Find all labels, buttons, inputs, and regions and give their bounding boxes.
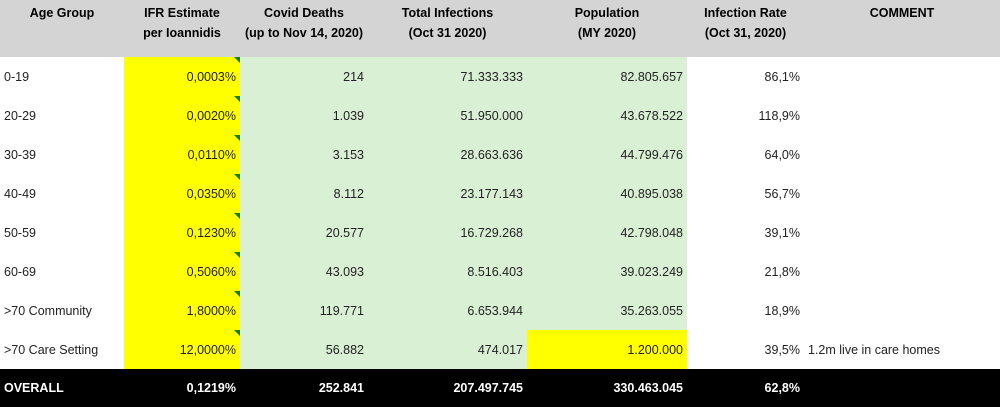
- deaths-cell[interactable]: 119.771: [240, 291, 368, 330]
- age-cell[interactable]: >70 Care Setting: [0, 330, 124, 369]
- table-row: 50-59 0,1230% 20.577 16.729.268 42.798.0…: [0, 213, 1000, 252]
- age-cell[interactable]: 0-19: [0, 57, 124, 96]
- comment-indicator-icon: [234, 291, 240, 297]
- comment-indicator-icon: [234, 252, 240, 258]
- deaths-cell[interactable]: 3.153: [240, 135, 368, 174]
- overall-label[interactable]: OVERALL: [0, 369, 124, 407]
- table-row: 30-39 0,0110% 3.153 28.663.636 44.799.47…: [0, 135, 1000, 174]
- infections-cell[interactable]: 474.017: [368, 330, 527, 369]
- age-cell[interactable]: >70 Community: [0, 291, 124, 330]
- comment-cell[interactable]: [804, 96, 1000, 135]
- header-total-infections: Total Infections (Oct 31 2020): [368, 0, 527, 57]
- overall-comment[interactable]: [804, 369, 1000, 407]
- ifr-cell[interactable]: 0,0020%: [124, 96, 240, 135]
- overall-row: OVERALL 0,1219% 252.841 207.497.745 330.…: [0, 369, 1000, 407]
- infections-cell[interactable]: 28.663.636: [368, 135, 527, 174]
- rate-cell[interactable]: 39,1%: [687, 213, 804, 252]
- population-cell[interactable]: 35.263.055: [527, 291, 687, 330]
- ifr-cell[interactable]: 0,5060%: [124, 252, 240, 291]
- comment-cell[interactable]: [804, 213, 1000, 252]
- age-cell[interactable]: 40-49: [0, 174, 124, 213]
- comment-indicator-icon: [234, 96, 240, 102]
- ifr-cell[interactable]: 0,1230%: [124, 213, 240, 252]
- comment-indicator-icon: [234, 57, 240, 63]
- overall-ifr[interactable]: 0,1219%: [124, 369, 240, 407]
- header-age-group: Age Group: [0, 0, 124, 57]
- deaths-cell[interactable]: 43.093: [240, 252, 368, 291]
- population-cell[interactable]: 43.678.522: [527, 96, 687, 135]
- header-infection-rate: Infection Rate (Oct 31, 2020): [687, 0, 804, 57]
- age-cell[interactable]: 20-29: [0, 96, 124, 135]
- comment-cell[interactable]: 1.2m live in care homes: [804, 330, 1000, 369]
- ifr-cell[interactable]: 12,0000%: [124, 330, 240, 369]
- population-cell[interactable]: 40.895.038: [527, 174, 687, 213]
- population-cell[interactable]: 82.805.657: [527, 57, 687, 96]
- ifr-cell[interactable]: 0,0003%: [124, 57, 240, 96]
- comment-cell[interactable]: [804, 57, 1000, 96]
- age-cell[interactable]: 50-59: [0, 213, 124, 252]
- comment-cell[interactable]: [804, 174, 1000, 213]
- infections-cell[interactable]: 16.729.268: [368, 213, 527, 252]
- ifr-cell[interactable]: 1,8000%: [124, 291, 240, 330]
- table-row: 20-29 0,0020% 1.039 51.950.000 43.678.52…: [0, 96, 1000, 135]
- overall-deaths[interactable]: 252.841: [240, 369, 368, 407]
- age-cell[interactable]: 60-69: [0, 252, 124, 291]
- deaths-cell[interactable]: 20.577: [240, 213, 368, 252]
- header-ifr: IFR Estimate per Ioannidis: [124, 0, 240, 57]
- rate-cell[interactable]: 118,9%: [687, 96, 804, 135]
- table-row: >70 Care Setting 12,0000% 56.882 474.017…: [0, 330, 1000, 369]
- rate-cell[interactable]: 64,0%: [687, 135, 804, 174]
- rate-cell[interactable]: 18,9%: [687, 291, 804, 330]
- comment-indicator-icon: [234, 330, 240, 336]
- overall-rate[interactable]: 62,8%: [687, 369, 804, 407]
- population-cell[interactable]: 42.798.048: [527, 213, 687, 252]
- comment-cell[interactable]: [804, 291, 1000, 330]
- population-cell[interactable]: 1.200.000: [527, 330, 687, 369]
- infections-cell[interactable]: 71.333.333: [368, 57, 527, 96]
- table-row: >70 Community 1,8000% 119.771 6.653.944 …: [0, 291, 1000, 330]
- rate-cell[interactable]: 56,7%: [687, 174, 804, 213]
- deaths-cell[interactable]: 56.882: [240, 330, 368, 369]
- table-row: 0-19 0,0003% 214 71.333.333 82.805.657 8…: [0, 57, 1000, 96]
- comment-indicator-icon: [234, 174, 240, 180]
- header-comment: COMMENT: [804, 0, 1000, 57]
- comment-indicator-icon: [234, 213, 240, 219]
- table-row: 60-69 0,5060% 43.093 8.516.403 39.023.24…: [0, 252, 1000, 291]
- overall-population[interactable]: 330.463.045: [527, 369, 687, 407]
- comment-cell[interactable]: [804, 252, 1000, 291]
- deaths-cell[interactable]: 1.039: [240, 96, 368, 135]
- ifr-cell[interactable]: 0,0110%: [124, 135, 240, 174]
- rate-cell[interactable]: 21,8%: [687, 252, 804, 291]
- infections-cell[interactable]: 23.177.143: [368, 174, 527, 213]
- population-cell[interactable]: 39.023.249: [527, 252, 687, 291]
- age-cell[interactable]: 30-39: [0, 135, 124, 174]
- deaths-cell[interactable]: 8.112: [240, 174, 368, 213]
- header-row: Age Group IFR Estimate per Ioannidis Covi…: [0, 0, 1000, 57]
- header-population: Population (MY 2020): [527, 0, 687, 57]
- comment-cell[interactable]: [804, 135, 1000, 174]
- table-row: 40-49 0,0350% 8.112 23.177.143 40.895.03…: [0, 174, 1000, 213]
- infections-cell[interactable]: 51.950.000: [368, 96, 527, 135]
- rate-cell[interactable]: 86,1%: [687, 57, 804, 96]
- comment-indicator-icon: [234, 135, 240, 141]
- deaths-cell[interactable]: 214: [240, 57, 368, 96]
- infections-cell[interactable]: 8.516.403: [368, 252, 527, 291]
- infections-cell[interactable]: 6.653.944: [368, 291, 527, 330]
- header-covid-deaths: Covid Deaths (up to Nov 14, 2020): [240, 0, 368, 57]
- overall-infections[interactable]: 207.497.745: [368, 369, 527, 407]
- ifr-cell[interactable]: 0,0350%: [124, 174, 240, 213]
- population-cell[interactable]: 44.799.476: [527, 135, 687, 174]
- rate-cell[interactable]: 39,5%: [687, 330, 804, 369]
